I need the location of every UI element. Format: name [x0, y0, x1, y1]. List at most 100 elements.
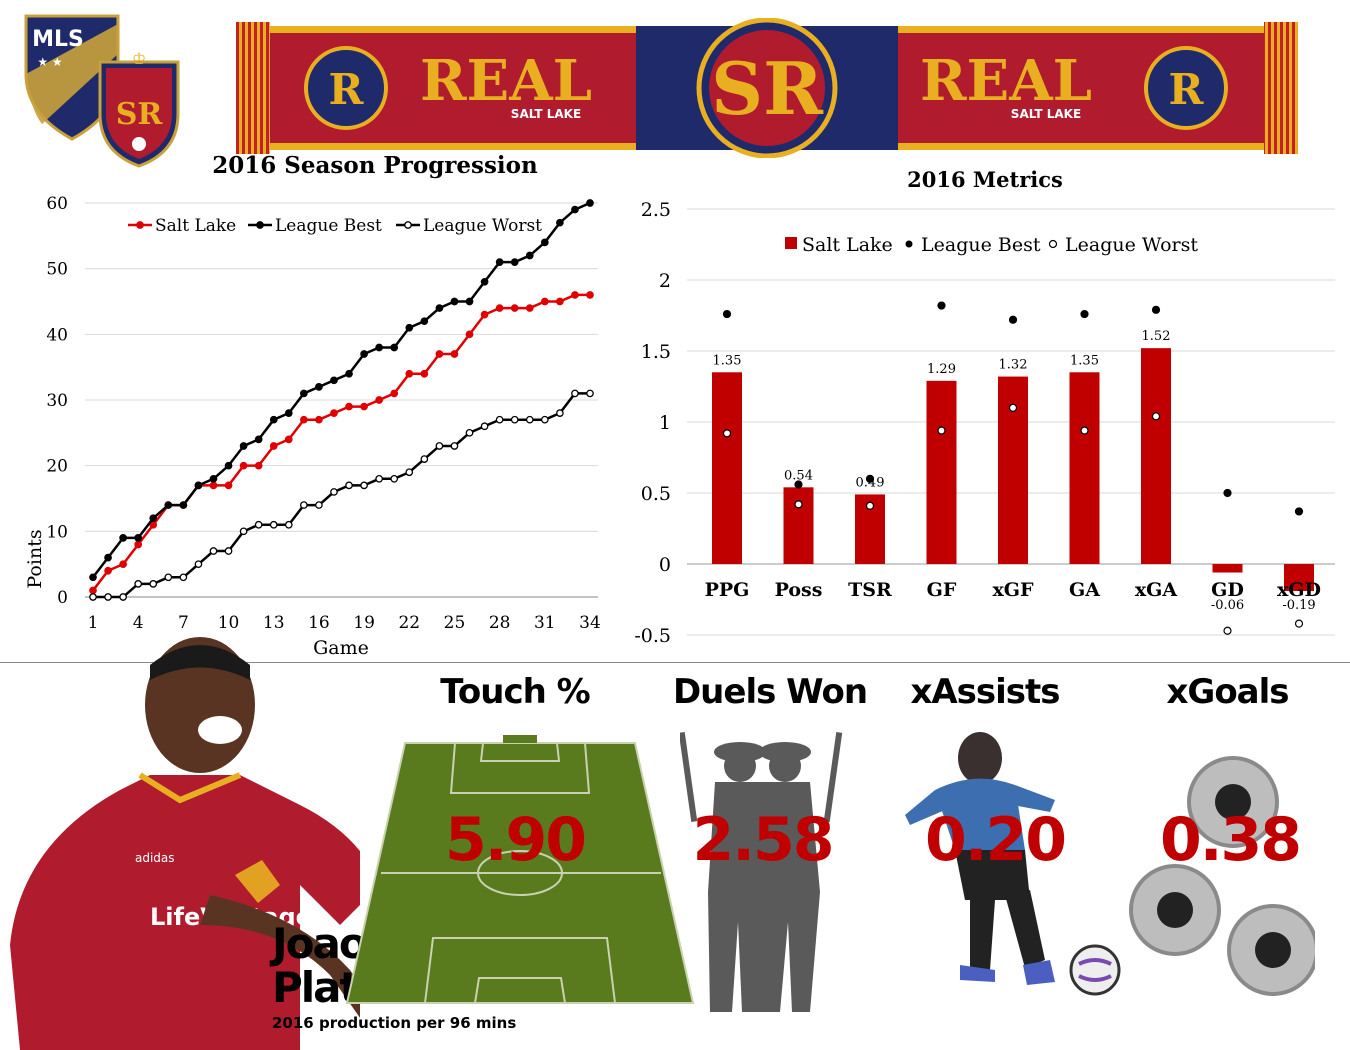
data-point — [134, 540, 143, 549]
data-point — [390, 474, 399, 483]
x-tick-label: 1 — [88, 613, 99, 633]
metrics-bar-chart: 2.5 2 1.5 1 0.5 0 -0.5 PPG 1.35 Poss 0.54 TSR 0.49 G… — [634, 199, 1335, 647]
line-chart-ylabel: Points — [24, 529, 46, 588]
data-point — [586, 291, 594, 299]
x-category-label: xGF — [992, 579, 1034, 601]
scarf-left-brand: REAL — [420, 48, 592, 114]
data-point — [360, 350, 368, 358]
bar — [1069, 372, 1100, 564]
data-point — [209, 547, 218, 555]
data-label: 1.32 — [999, 358, 1028, 373]
y-tick-label: 0 — [659, 554, 671, 576]
data-point — [254, 461, 263, 470]
y-tick-label: 60 — [46, 194, 68, 214]
data-point — [284, 409, 293, 417]
stat-xassists-value: 0.20 — [924, 805, 1067, 875]
data-point — [465, 428, 474, 437]
data-point — [345, 481, 353, 490]
data-point — [89, 573, 97, 582]
data-point — [540, 297, 549, 306]
section-divider — [0, 662, 1350, 663]
data-point — [405, 468, 414, 477]
y-tick-label: 50 — [46, 260, 68, 280]
data-point — [315, 501, 323, 509]
data-point — [375, 396, 384, 404]
mls-logo-text: MLS — [32, 27, 84, 52]
data-point — [375, 343, 384, 352]
data-point — [435, 304, 444, 312]
metric-point — [794, 480, 803, 489]
data-point — [104, 566, 112, 575]
stat-xgoals-value: 0.38 — [1159, 805, 1302, 875]
data-point — [330, 409, 338, 417]
data-point — [179, 501, 188, 509]
y-tick-label: 1.5 — [641, 341, 671, 363]
data-point — [450, 442, 459, 450]
scarf-right-sub: SALT LAKE — [1011, 107, 1081, 121]
scarf-center-crest-icon: SR — [696, 18, 838, 158]
data-point — [450, 350, 459, 358]
data-point — [134, 534, 143, 542]
data-point — [315, 415, 323, 424]
metric-point — [722, 309, 732, 319]
team-logos: MLS ★ ★ ♔ SR — [24, 14, 180, 168]
y-tick-label: 10 — [46, 522, 68, 542]
series-line — [92, 293, 590, 592]
x-tick-label: 16 — [308, 613, 330, 633]
svg-text:♔: ♔ — [132, 49, 146, 68]
data-point — [239, 442, 248, 450]
data-point — [330, 488, 338, 496]
svg-text:R: R — [329, 65, 365, 114]
data-point — [480, 277, 489, 286]
x-tick-label: 7 — [178, 613, 189, 633]
data-point — [104, 593, 112, 601]
legend-label: League Worst — [1065, 234, 1198, 256]
data-label: -0.19 — [1282, 598, 1315, 613]
y-tick-label: -0.5 — [634, 625, 671, 647]
x-category-label: PPG — [705, 579, 750, 601]
data-point — [164, 501, 173, 509]
data-point — [525, 251, 534, 260]
x-tick-label: 25 — [444, 613, 466, 633]
data-point — [149, 580, 158, 588]
data-label: 1.29 — [927, 362, 956, 377]
data-point — [89, 586, 97, 595]
metric-point — [1008, 315, 1018, 324]
data-point — [345, 369, 353, 378]
x-tick-label: 19 — [353, 613, 375, 633]
data-point — [556, 218, 564, 227]
y-tick-label: 40 — [46, 325, 68, 345]
legend-label: League Best — [275, 216, 382, 236]
data-point — [510, 415, 519, 424]
metric-point — [1223, 626, 1232, 635]
data-point — [405, 369, 414, 378]
legend-label: League Best — [921, 234, 1041, 256]
metric-point — [1080, 426, 1089, 435]
data-point — [571, 205, 579, 214]
y-tick-label: 2.5 — [641, 199, 671, 221]
y-tick-label: 20 — [46, 457, 68, 477]
data-point — [495, 415, 504, 424]
series-line — [93, 392, 590, 599]
rsl-logo-text: SR — [116, 97, 164, 132]
legend-swatch — [785, 237, 797, 249]
player-kicking-icon — [905, 732, 1121, 996]
data-point — [540, 238, 549, 247]
legend-marker — [256, 221, 264, 229]
data-point — [495, 258, 504, 266]
data-point — [435, 442, 444, 450]
data-point — [510, 304, 519, 312]
data-point — [239, 461, 248, 470]
data-point — [149, 514, 158, 523]
data-point — [119, 534, 127, 542]
svg-text:SR: SR — [711, 46, 824, 131]
stat-touch-value: 5.90 — [444, 805, 587, 875]
data-point — [119, 560, 127, 569]
data-point — [194, 560, 203, 569]
x-tick-label: 22 — [398, 613, 420, 633]
metric-point — [1151, 305, 1161, 314]
data-point — [164, 573, 173, 582]
stat-duels-value: 2.58 — [692, 805, 834, 875]
data-point — [480, 310, 489, 319]
data-point — [224, 461, 233, 470]
